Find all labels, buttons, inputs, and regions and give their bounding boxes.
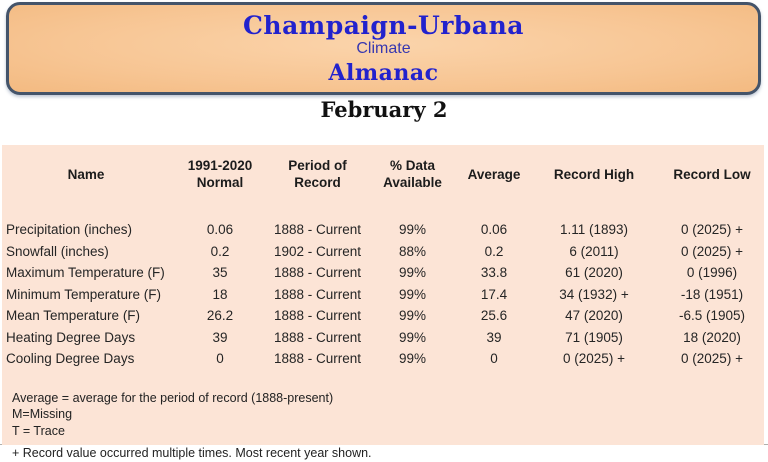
cell-record-low: 0 (2025) + — [681, 351, 743, 367]
footnote-trace: T = Trace — [12, 423, 65, 438]
cell-data-available: 88% — [398, 243, 427, 259]
cell-average: 0.06 — [480, 222, 508, 238]
city-title: Champaign-Urbana — [243, 11, 524, 40]
cell-average: 25.6 — [480, 308, 508, 324]
cell-name: Snowfall (inches) — [6, 243, 109, 259]
cell-record-low: -6.5 (1905) — [678, 308, 746, 324]
cell-name: Mean Temperature (F) — [6, 308, 141, 324]
cell-normal: 0.06 — [206, 222, 234, 238]
column-header-record-low: Record Low — [673, 166, 751, 182]
cell-record-high: 1.11 (1893) — [559, 222, 629, 238]
column-header-period: Period of Record — [288, 158, 347, 190]
table-row: Maximum Temperature (F) 35 1888 - Curren… — [2, 262, 764, 284]
column-header-normal: 1991-2020 Normal — [187, 158, 253, 190]
cell-period: 1888 - Current — [273, 329, 362, 345]
cell-record-high: 6 (2011) — [569, 243, 619, 259]
cell-period: 1888 - Current — [273, 351, 362, 367]
cell-average: 0.2 — [484, 243, 504, 259]
date-title: February 2 — [320, 97, 448, 122]
cell-period: 1902 - Current — [273, 243, 362, 259]
cell-normal: 0.2 — [210, 243, 230, 259]
cell-record-high: 47 (2020) — [565, 308, 623, 324]
cell-record-low: -18 (1951) — [680, 286, 744, 302]
cell-data-available: 99% — [398, 222, 427, 238]
cell-normal: 0 — [216, 351, 224, 367]
cell-period: 1888 - Current — [273, 308, 362, 324]
column-header-record-high: Record High — [553, 166, 635, 182]
climate-subtitle: Climate — [356, 40, 411, 57]
table-row: Precipitation (inches) 0.06 1888 - Curre… — [2, 219, 764, 241]
cell-data-available: 99% — [398, 286, 427, 302]
cell-name: Cooling Degree Days — [6, 351, 135, 367]
table-header-row: Name 1991-2020 Normal Period of Record %… — [2, 145, 764, 219]
cell-record-high: 34 (1932) + — [559, 286, 629, 302]
column-header-name: Name — [67, 166, 105, 182]
table-row: Cooling Degree Days 0 1888 - Current 99%… — [2, 348, 764, 370]
almanac-title: Almanac — [328, 60, 439, 86]
footnote-average: Average = average for the period of reco… — [12, 390, 334, 405]
cell-average: 33.8 — [480, 265, 508, 281]
table-row: Heating Degree Days 39 1888 - Current 99… — [2, 327, 764, 349]
footnotes: Average = average for the period of reco… — [2, 390, 764, 462]
cell-record-low: 0 (2025) + — [681, 222, 743, 238]
climate-table: Name 1991-2020 Normal Period of Record %… — [2, 145, 764, 370]
cell-average: 0 — [490, 351, 498, 367]
cell-name: Maximum Temperature (F) — [6, 265, 165, 281]
cell-average: 39 — [486, 329, 502, 345]
cell-name: Minimum Temperature (F) — [6, 286, 162, 302]
column-header-data-available: % Data Available — [383, 158, 442, 190]
cell-record-low: 0 (1996) — [686, 265, 738, 281]
cell-record-low: 18 (2020) — [683, 329, 741, 345]
cell-period: 1888 - Current — [273, 286, 362, 302]
cell-average: 17.4 — [480, 286, 508, 302]
cell-normal: 35 — [212, 265, 228, 281]
cell-period: 1888 - Current — [273, 265, 362, 281]
cell-normal: 18 — [212, 286, 228, 302]
footnote-missing: M=Missing — [12, 407, 73, 421]
cell-record-high: 71 (1905) — [565, 329, 623, 345]
cell-record-high: 0 (2025) + — [563, 351, 625, 367]
climate-panel: Name 1991-2020 Normal Period of Record %… — [2, 145, 764, 460]
header-banner: Champaign-Urbana Climate Almanac — [6, 2, 761, 95]
table-row: Snowfall (inches) 0.2 1902 - Current 88%… — [2, 241, 764, 263]
cell-data-available: 99% — [398, 351, 427, 367]
cell-name: Heating Degree Days — [6, 329, 136, 345]
column-header-average: Average — [467, 166, 521, 182]
footnote-plus: + Record value occurred multiple times. … — [12, 446, 372, 460]
table-row: Mean Temperature (F) 26.2 1888 - Current… — [2, 305, 764, 327]
cell-normal: 39 — [212, 329, 228, 345]
cell-record-low: 0 (2025) + — [681, 243, 743, 259]
cell-name: Precipitation (inches) — [6, 222, 133, 238]
cell-record-high: 61 (2020) — [565, 265, 623, 281]
table-row: Minimum Temperature (F) 18 1888 - Curren… — [2, 284, 764, 306]
cell-data-available: 99% — [398, 265, 427, 281]
cell-normal: 26.2 — [206, 308, 234, 324]
cell-data-available: 99% — [398, 308, 427, 324]
cell-period: 1888 - Current — [273, 222, 362, 238]
cell-data-available: 99% — [398, 329, 427, 345]
